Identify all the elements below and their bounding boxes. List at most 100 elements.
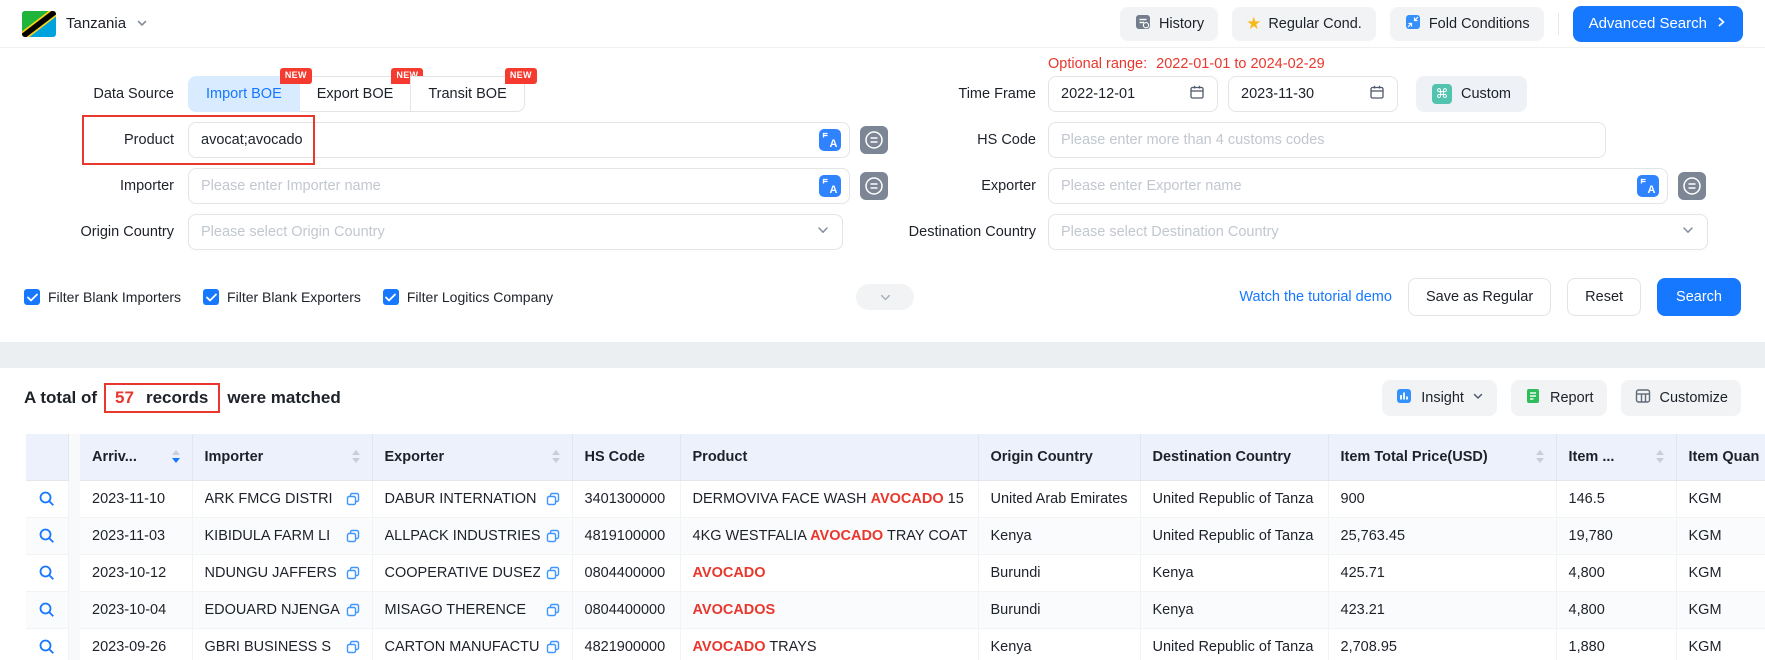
checkbox-label: Filter Logitics Company <box>406 289 554 305</box>
svg-text:A: A <box>830 138 838 150</box>
cell-product: AVOCADO TRAYS <box>680 628 979 660</box>
col-exporter[interactable]: Exporter <box>372 434 573 481</box>
cell-item-value: 19,780 <box>1556 517 1677 555</box>
exporter-cell: CARTON MANUFACTU <box>385 639 560 655</box>
row-search-icon[interactable] <box>38 564 56 582</box>
tanzania-flag-icon <box>22 10 56 37</box>
customize-button[interactable]: Customize <box>1620 380 1741 416</box>
report-label: Report <box>1549 390 1594 406</box>
translate-icon[interactable]: A <box>819 129 841 151</box>
col-importer[interactable]: Importer <box>192 434 373 481</box>
cell-arrival-date: 2023-11-10 <box>80 480 193 518</box>
end-date-input[interactable]: 2023-11-30 <box>1228 76 1398 112</box>
tab-export-boe[interactable]: Export BOE NEW <box>298 68 424 112</box>
col-date[interactable]: Arriv... <box>80 434 193 481</box>
save-as-regular-button[interactable]: Save as Regular <box>1407 278 1552 316</box>
history-button[interactable]: History <box>1119 6 1219 41</box>
filter-panel: Optional range: 2022-01-01 to 2024-02-29… <box>0 48 1765 316</box>
exporter-label: Exporter <box>981 178 1036 194</box>
exact-match-icon[interactable] <box>860 172 888 200</box>
copy-icon[interactable] <box>546 603 560 617</box>
col-label: Item ... <box>1568 448 1615 465</box>
checkbox-icon[interactable] <box>382 289 399 305</box>
tab-import-boe[interactable]: Import BOE NEW <box>188 68 312 112</box>
destination-country-placeholder: Please select Destination Country <box>1061 224 1279 240</box>
sort-icons[interactable] <box>351 450 360 464</box>
copy-icon[interactable] <box>546 492 560 506</box>
insight-button[interactable]: Insight <box>1382 380 1497 416</box>
translate-icon[interactable]: A <box>819 175 841 197</box>
checkbox-filter-blank-exporters[interactable]: Filter Blank Exporters <box>203 289 361 305</box>
row-search-icon[interactable] <box>38 527 56 545</box>
translate-icon[interactable]: A <box>1637 175 1659 197</box>
calendar-icon <box>1189 84 1205 104</box>
search-button[interactable]: Search <box>1657 278 1741 316</box>
checkbox-filter-blank-importers[interactable]: Filter Blank Importers <box>24 289 181 305</box>
custom-button[interactable]: ⌘ Custom <box>1416 76 1527 112</box>
checkbox-icon[interactable] <box>203 289 220 305</box>
col-header-exporter: Exporter <box>385 449 560 465</box>
history-label: History <box>1158 15 1205 32</box>
results-summary: A total of 57 records were matched Insig… <box>24 380 1741 416</box>
sort-icons[interactable] <box>1535 450 1544 464</box>
copy-icon[interactable] <box>346 603 360 617</box>
results-section: A total of 57 records were matched Insig… <box>0 368 1765 660</box>
exporter-input[interactable] <box>1061 178 1627 194</box>
col-price[interactable]: Item Total Price(USD) <box>1328 434 1557 481</box>
product-input[interactable] <box>201 132 809 148</box>
cell-exporter: CARTON MANUFACTU <box>372 628 573 660</box>
start-date-input[interactable]: 2022-12-01 <box>1048 76 1218 112</box>
checkbox-icon[interactable] <box>24 289 40 305</box>
country-selector[interactable]: Tanzania <box>22 10 148 37</box>
copy-icon[interactable] <box>346 492 360 506</box>
collapse-toggle[interactable] <box>856 284 914 310</box>
cell-product: AVOCADOS <box>680 591 979 629</box>
checkbox-filter-logitics-company[interactable]: Filter Logitics Company <box>382 289 554 305</box>
origin-country-select[interactable]: Please select Origin Country <box>188 214 843 250</box>
regular-cond-button[interactable]: ★ Regular Cond. <box>1232 6 1376 41</box>
row-search-icon[interactable] <box>38 490 56 508</box>
row-search-icon[interactable] <box>38 601 56 619</box>
cell-importer: KIBIDULA FARM LI <box>192 517 373 555</box>
cell-product: AVOCADO <box>680 554 979 592</box>
destination-country-select[interactable]: Please select Destination Country <box>1048 214 1708 250</box>
tab-transit-boe[interactable]: Transit BOE NEW <box>410 68 537 112</box>
col-item[interactable]: Item ... <box>1556 434 1677 481</box>
command-icon: ⌘ <box>1432 84 1452 104</box>
optional-range-value: 2022-01-01 to 2024-02-29 <box>1156 56 1325 72</box>
col-label: Origin Country <box>990 448 1093 465</box>
exact-match-icon[interactable] <box>860 126 888 154</box>
hs-code-input[interactable] <box>1061 132 1593 148</box>
advanced-search-button[interactable]: Advanced Search <box>1572 5 1743 42</box>
reset-button[interactable]: Reset <box>1567 278 1642 316</box>
pinned-column-gap <box>68 434 80 480</box>
tutorial-link[interactable]: Watch the tutorial demo <box>1239 289 1392 305</box>
sort-icons[interactable] <box>171 450 180 464</box>
end-date-value: 2023-11-30 <box>1241 86 1315 102</box>
copy-icon[interactable] <box>546 529 560 543</box>
exporter-name: MISAGO THERENCE <box>384 601 527 618</box>
exact-match-icon[interactable] <box>1678 172 1706 200</box>
copy-icon[interactable] <box>546 640 560 654</box>
product-label: Product <box>124 132 174 148</box>
copy-icon[interactable] <box>346 640 360 654</box>
copy-icon[interactable] <box>346 529 360 543</box>
row-search-icon[interactable] <box>38 638 56 656</box>
copy-icon[interactable] <box>346 566 360 580</box>
fold-conditions-button[interactable]: Fold Conditions <box>1389 6 1544 41</box>
importer-input[interactable] <box>201 178 809 194</box>
sort-icons[interactable] <box>551 450 560 464</box>
sort-icons[interactable] <box>1655 450 1664 464</box>
history-icon <box>1134 13 1152 35</box>
sort-down-icon <box>171 458 180 464</box>
optional-range-label: Optional range: <box>1048 56 1148 72</box>
report-button[interactable]: Report <box>1510 380 1607 416</box>
data-source-label: Data Source <box>93 86 174 102</box>
cell-importer: GBRI BUSINESS S <box>192 628 373 660</box>
copy-icon[interactable] <box>546 566 560 580</box>
table-row: 2023-10-12 NDUNGU JAFFERS COOPERATIVE DUSE… <box>26 554 1765 592</box>
sort-up-icon <box>351 450 360 456</box>
cell-item-total-price: 900 <box>1328 480 1557 518</box>
cell-hs-code: 4819100000 <box>572 517 681 555</box>
destination-country-label: Destination Country <box>908 224 1036 240</box>
